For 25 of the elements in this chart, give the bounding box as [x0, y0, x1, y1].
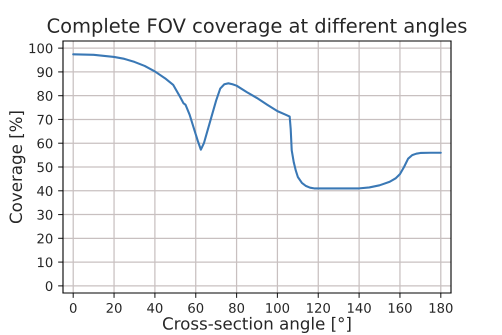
- x-tick-label: 20: [106, 302, 122, 313]
- y-axis-title: Coverage [%]: [9, 111, 26, 224]
- y-tick-label: 30: [37, 210, 52, 220]
- y-tick-label: 80: [37, 90, 52, 101]
- x-tick-label: 80: [229, 302, 244, 313]
- chart-title: Complete FOV coverage at different angles: [48, 18, 466, 37]
- y-tick-label: 70: [38, 114, 52, 125]
- x-axis-title: Cross-section angle [°]: [162, 316, 351, 334]
- y-tick-label: 90: [37, 67, 52, 78]
- x-tick-label: 100: [266, 302, 290, 313]
- y-tick-label: 0: [46, 281, 52, 292]
- x-tick-label: 0: [70, 302, 77, 313]
- y-tick-label: 50: [38, 162, 52, 172]
- x-tick-label: 40: [147, 302, 162, 313]
- x-tick-label: 120: [307, 302, 330, 313]
- y-tick-label: 10: [38, 257, 52, 268]
- y-tick-label: 20: [37, 234, 52, 244]
- line-series: [72, 53, 442, 190]
- x-tick-label: 140: [348, 302, 371, 313]
- x-tick-label: 60: [188, 302, 204, 313]
- y-tick-label: 100: [30, 43, 52, 54]
- y-tick-label: 60: [37, 138, 52, 148]
- x-tick-label: 160: [388, 302, 412, 313]
- y-tick-label: 40: [37, 186, 52, 196]
- x-tick-label: 180: [430, 302, 453, 313]
